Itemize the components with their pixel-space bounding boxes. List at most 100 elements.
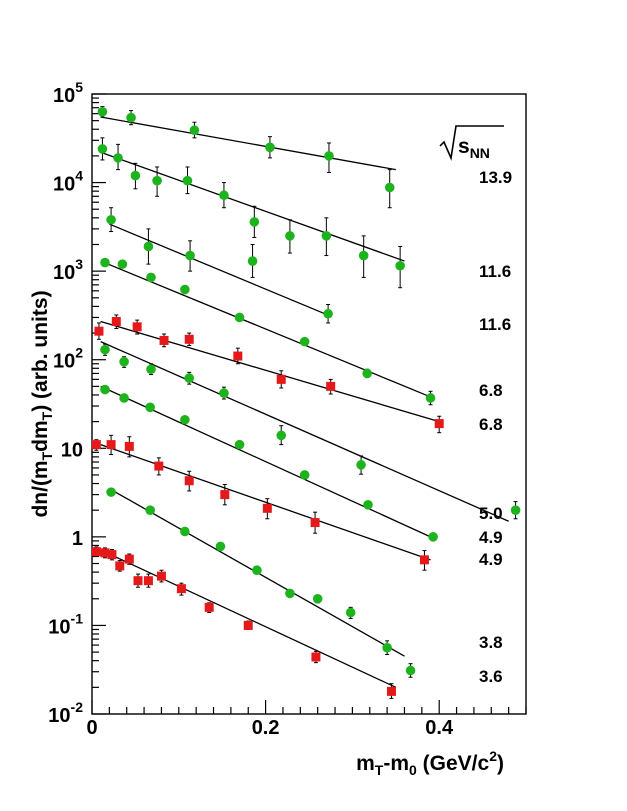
data-point-square: [115, 561, 125, 571]
data-point-square: [311, 652, 321, 662]
y-tick-label: 10-2: [48, 699, 83, 727]
sqrt-symbol: [439, 125, 504, 161]
data-point-circle: [395, 260, 405, 271]
data-point-square: [132, 322, 142, 332]
data-point-square: [154, 461, 164, 471]
data-point-circle: [323, 308, 333, 319]
data-point-circle: [113, 153, 123, 163]
fit-line: [100, 260, 431, 398]
data-point-square: [184, 334, 194, 344]
data-point-circle: [185, 250, 195, 261]
data-point-square: [106, 440, 116, 450]
x-tick-labels: 0 0.2 0.4: [86, 717, 454, 739]
data-point-circle: [97, 106, 108, 117]
y-tick-label: 104: [53, 168, 83, 196]
data-markers: [91, 106, 521, 696]
fit-line: [100, 320, 440, 423]
energy-label: 6.8: [479, 415, 503, 434]
data-point-circle: [189, 125, 200, 136]
data-point-circle: [234, 439, 245, 450]
fit-line: [100, 385, 431, 538]
energy-label: 13.9: [479, 168, 512, 187]
y-tick-label: 103: [53, 256, 83, 284]
data-point-circle: [285, 231, 295, 241]
data-point-circle: [384, 182, 395, 193]
y-tick-label: 10-1: [48, 610, 83, 638]
data-point-circle: [345, 607, 356, 618]
data-point-circle: [299, 336, 310, 347]
y-axis-ticks: [92, 93, 106, 715]
data-point-square: [133, 576, 143, 586]
data-point-circle: [106, 214, 116, 225]
data-point-square: [107, 550, 117, 560]
data-point-circle: [143, 241, 154, 252]
data-point-circle: [265, 142, 275, 153]
energy-label: 11.6: [479, 315, 511, 334]
data-point-circle: [126, 112, 136, 123]
data-point-circle: [510, 505, 521, 515]
data-point-circle: [285, 588, 295, 599]
data-point-circle: [146, 272, 156, 283]
data-point-circle: [215, 541, 226, 552]
fit-line: [109, 223, 331, 317]
data-point-circle: [100, 344, 110, 355]
energy-label: 11.6: [479, 262, 511, 281]
data-point-circle: [425, 393, 436, 403]
x-axis-label: mT-m0 (GeV/c2): [356, 748, 504, 778]
data-point-circle: [145, 402, 155, 413]
data-point-square: [220, 490, 230, 500]
data-point-square: [184, 476, 194, 486]
data-point-square: [276, 374, 286, 384]
fit-line: [96, 547, 397, 688]
x-tick-label: 0: [86, 717, 97, 739]
data-point-circle: [247, 256, 258, 266]
data-point-circle: [252, 565, 262, 576]
data-point-circle: [234, 312, 245, 323]
data-point-circle: [324, 151, 334, 161]
data-point-circle: [180, 284, 190, 295]
y-axis-label: dn/(mTdmT) (arb. units): [29, 290, 55, 517]
x-axis-ticks: [91, 700, 527, 714]
data-point-square: [156, 571, 166, 581]
data-point-square: [243, 620, 253, 630]
data-point-circle: [382, 642, 392, 653]
data-point-square: [204, 602, 214, 612]
energy-label: 3.8: [479, 633, 503, 652]
data-point-circle: [428, 532, 438, 542]
data-point-circle: [405, 665, 416, 676]
data-point-square: [124, 554, 134, 564]
legend-header-text: sNN: [458, 135, 490, 161]
data-point-circle: [219, 388, 229, 398]
data-point-circle: [184, 373, 195, 383]
data-point-square: [386, 686, 396, 696]
fit-line: [100, 116, 396, 171]
legend-header-sqrt-snn: sNN: [439, 125, 504, 161]
energy-labels: 13.9 11.6 11.6 6.8 6.8 5.0 4.9 4.9 3.8 3.6: [479, 168, 512, 686]
y-tick-label: 1: [72, 528, 83, 550]
data-point-circle: [299, 470, 310, 480]
data-point-circle: [119, 356, 129, 367]
data-point-circle: [117, 259, 128, 269]
data-point-square: [419, 555, 429, 565]
data-point-circle: [358, 250, 369, 261]
data-point-circle: [180, 526, 190, 537]
x-tick-label: 0.2: [252, 717, 280, 739]
data-point-circle: [97, 144, 108, 154]
y-tick-label: 105: [53, 79, 83, 107]
data-point-circle: [321, 231, 332, 241]
data-point-square: [159, 335, 169, 345]
energy-label: 4.9: [479, 550, 503, 569]
data-point-circle: [363, 500, 373, 510]
data-point-circle: [312, 593, 323, 604]
data-point-circle: [119, 393, 129, 403]
data-point-square: [143, 576, 153, 586]
data-point-circle: [100, 384, 110, 395]
data-point-circle: [145, 505, 155, 515]
fit-lines: [96, 116, 509, 688]
data-point-square: [91, 440, 101, 450]
y-tick-label: 10: [61, 439, 83, 461]
error-bars: [94, 106, 518, 699]
data-point-circle: [182, 175, 193, 186]
data-point-circle: [146, 364, 156, 375]
